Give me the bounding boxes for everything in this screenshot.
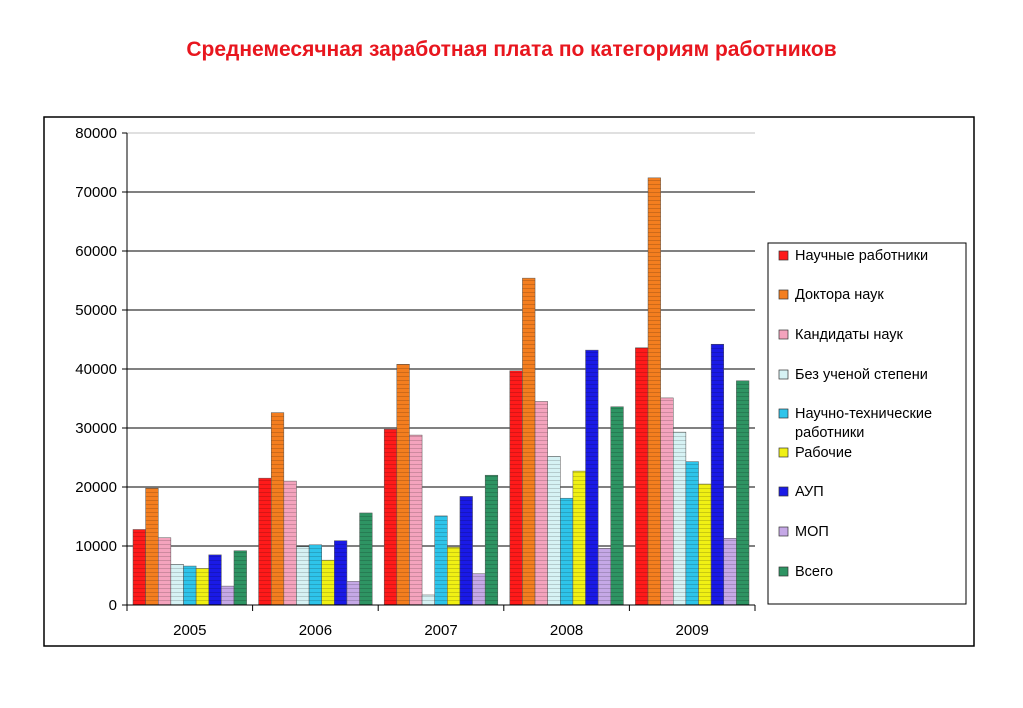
legend-swatch — [778, 408, 789, 419]
bar-texture — [196, 568, 209, 605]
bar-texture — [447, 547, 460, 605]
bar-texture — [396, 364, 410, 605]
bar-texture — [522, 278, 536, 605]
y-tick-label: 70000 — [75, 184, 117, 201]
bar-texture — [145, 488, 159, 605]
bar-texture — [283, 481, 297, 605]
bar-texture — [698, 484, 712, 605]
bar-texture — [547, 456, 561, 605]
axes: 0 10000 20000 30000 40000 50000 60000 70000 8000… — [75, 125, 756, 639]
bar-texture — [660, 397, 674, 605]
legend-swatch — [778, 566, 789, 577]
legend: Научные работники Доктора наук Кандидаты н… — [767, 242, 967, 605]
y-tick-label: 10000 — [75, 538, 117, 555]
legend-swatch — [778, 447, 789, 458]
y-tick-label: 50000 — [75, 302, 117, 319]
legend-label: Без ученой степени — [795, 367, 928, 383]
bar-texture — [334, 540, 347, 605]
y-tick-label: 60000 — [75, 243, 117, 260]
x-tick-label: 2005 — [173, 622, 206, 639]
bar-texture — [409, 435, 423, 605]
legend-label: Рабочие — [795, 445, 852, 461]
bars-group — [132, 177, 750, 606]
bar-texture — [711, 344, 724, 605]
bar-texture — [459, 496, 473, 605]
bar-texture — [359, 512, 373, 605]
bar-texture — [509, 370, 523, 605]
bar-texture — [384, 429, 397, 605]
y-tick-label: 0 — [109, 597, 117, 614]
bar-texture — [258, 478, 272, 605]
bar-texture — [208, 554, 222, 605]
bar-texture — [736, 380, 749, 605]
chart-title: Среднемесячная заработная плата по катег… — [186, 38, 837, 61]
bar-texture — [221, 586, 234, 605]
legend-swatch — [778, 526, 789, 537]
legend-label: Доктора наук — [795, 287, 884, 303]
y-tick-label: 30000 — [75, 420, 117, 437]
legend-label: АУП — [795, 484, 824, 500]
bar-texture — [648, 177, 661, 605]
bar-texture — [472, 573, 486, 605]
x-tick-label: 2007 — [424, 622, 457, 639]
bar-texture — [346, 581, 360, 605]
bar-texture — [535, 401, 548, 605]
bar-texture — [585, 350, 599, 605]
bar-texture — [485, 475, 498, 605]
bar-texture — [572, 471, 586, 605]
legend-swatch — [778, 250, 789, 261]
y-tick-label: 20000 — [75, 479, 117, 496]
bar-texture — [158, 537, 171, 605]
bar-texture — [170, 564, 184, 605]
bar-texture — [309, 544, 322, 605]
bar-texture — [296, 546, 310, 605]
legend-swatch — [778, 486, 789, 497]
x-tick-label: 2008 — [550, 622, 583, 639]
bar-texture — [723, 538, 737, 605]
y-tick-label: 40000 — [75, 361, 117, 378]
legend-label: Научные работники — [795, 248, 928, 264]
legend-swatch — [778, 369, 789, 380]
bar-texture — [635, 347, 649, 605]
bar-texture — [560, 498, 573, 605]
bar-texture — [673, 432, 686, 605]
bar-texture — [598, 548, 611, 605]
bar-texture — [133, 529, 146, 605]
legend-box — [767, 242, 967, 605]
x-tick-label: 2009 — [676, 622, 709, 639]
legend-swatch — [778, 289, 789, 300]
legend-label: Кандидаты наук — [795, 327, 904, 343]
x-tick-label: 2006 — [299, 622, 332, 639]
bar-texture — [422, 594, 435, 605]
bar-texture — [434, 515, 448, 605]
legend-label: Всего — [795, 564, 833, 580]
bar-texture — [233, 550, 247, 605]
legend-swatch — [778, 329, 789, 340]
legend-label: Научно-технические работники — [795, 406, 932, 441]
bar-texture — [183, 566, 197, 605]
legend-label: МОП — [795, 524, 829, 540]
bar-texture — [271, 412, 284, 605]
bar-texture — [321, 560, 335, 605]
bar-texture — [685, 461, 699, 605]
y-tick-label: 80000 — [75, 125, 117, 142]
bar-texture — [610, 406, 624, 605]
